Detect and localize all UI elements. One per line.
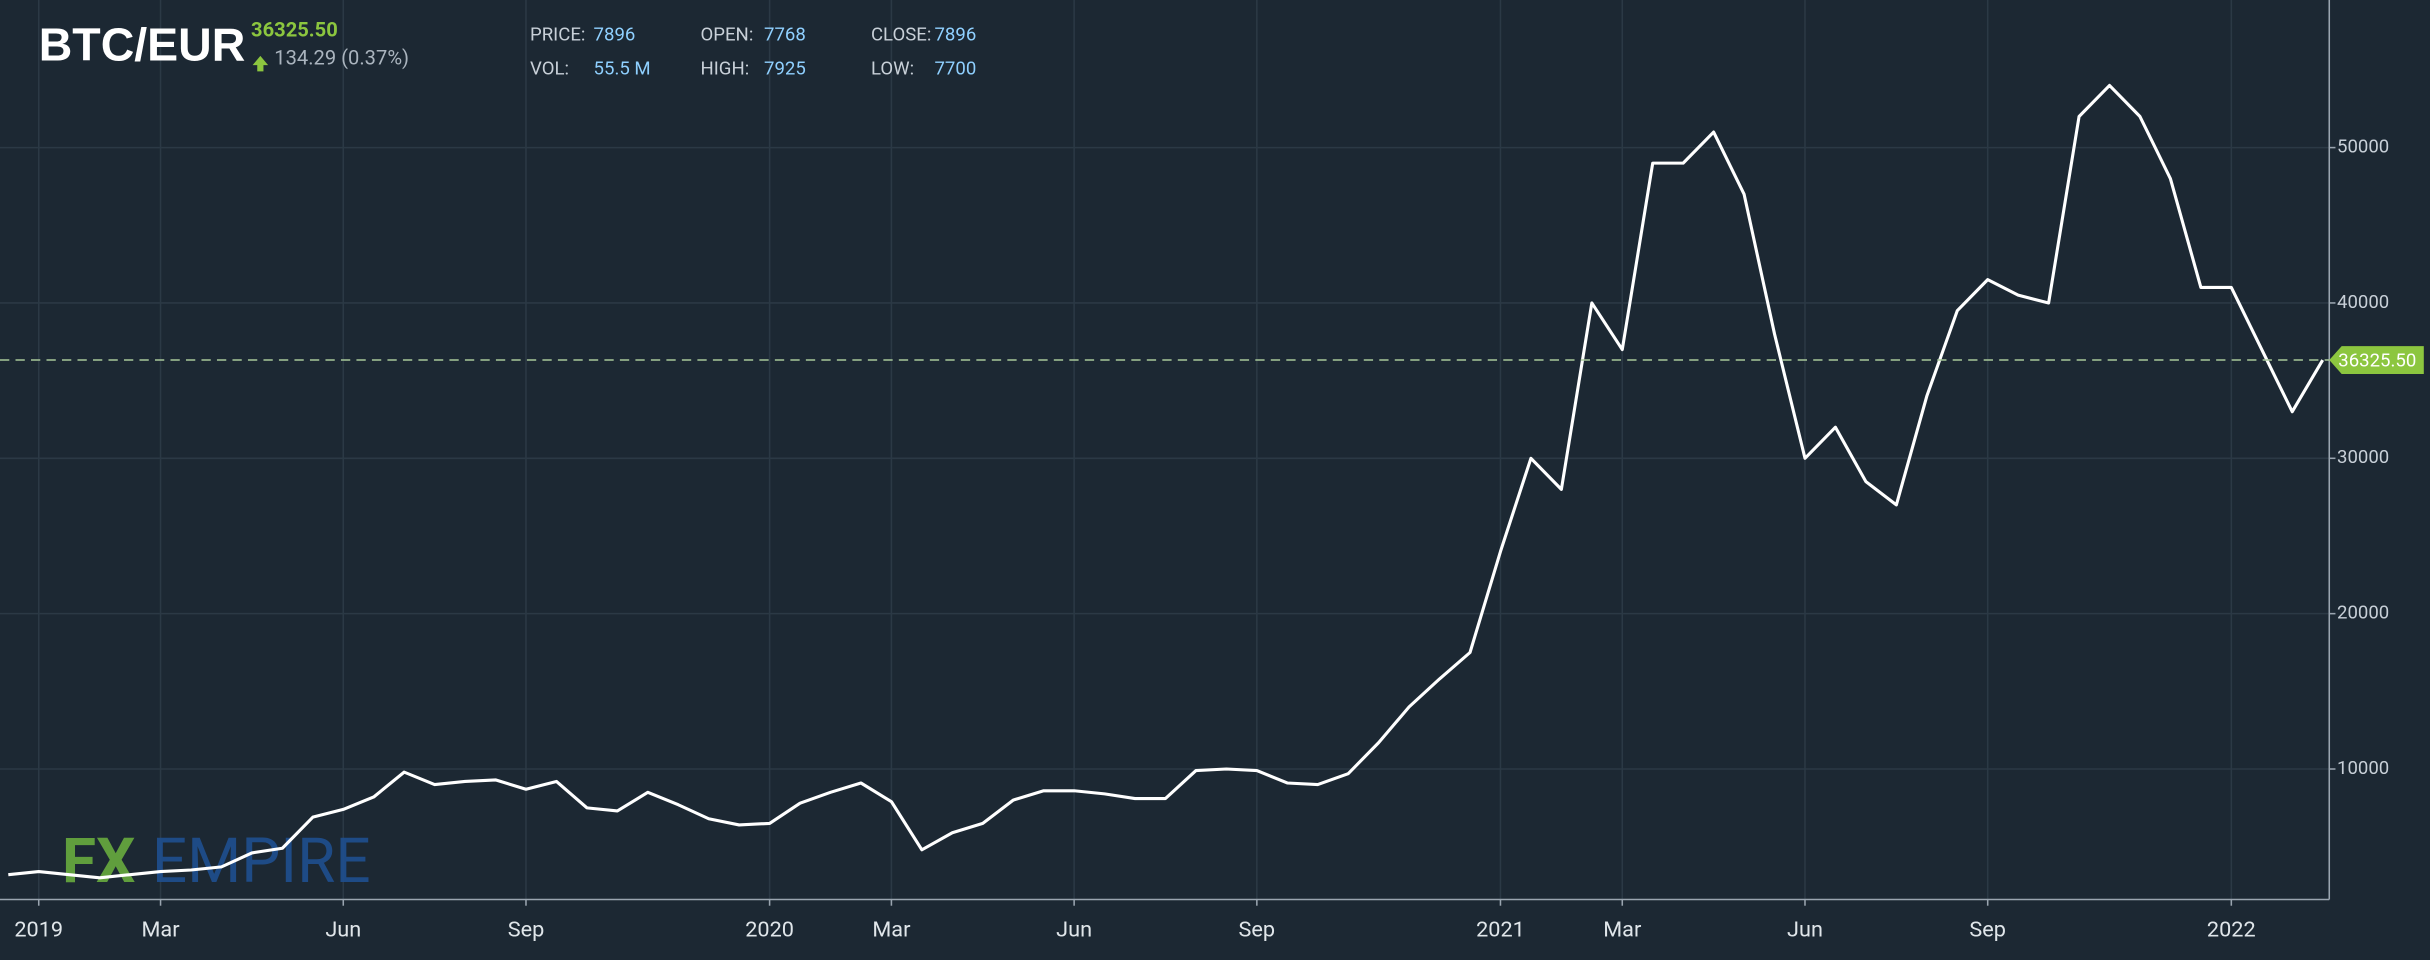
price: 36325.50 bbox=[251, 17, 338, 41]
y-tick-label: 30000 bbox=[2337, 446, 2389, 468]
stat-value: 7700 bbox=[934, 58, 976, 80]
stat-label: CLOSE: bbox=[871, 24, 931, 46]
last-price-label: 36325.50 bbox=[2338, 349, 2416, 371]
x-tick-label: 2021 bbox=[1476, 917, 1525, 942]
y-tick-label: 20000 bbox=[2337, 602, 2389, 624]
stat-label: PRICE: bbox=[530, 24, 585, 46]
x-tick-label: Jun bbox=[1787, 917, 1823, 942]
up-arrow bbox=[252, 55, 269, 72]
x-tick-label: 2022 bbox=[2207, 917, 2256, 942]
logo-fx: FX bbox=[62, 825, 135, 898]
x-tick-label: 2020 bbox=[745, 917, 794, 942]
x-tick-label: Sep bbox=[508, 917, 545, 942]
stat-value: 7896 bbox=[594, 24, 636, 46]
y-tick-label: 40000 bbox=[2337, 291, 2389, 313]
stat-label: VOL: bbox=[530, 58, 569, 80]
x-tick-label: Jun bbox=[325, 917, 361, 942]
x-tick-label: 2019 bbox=[14, 917, 63, 942]
stat-value: 7925 bbox=[764, 58, 806, 80]
change: 134.29 (0.37%) bbox=[274, 45, 409, 69]
x-tick-label: Jun bbox=[1056, 917, 1092, 942]
y-tick-label: 50000 bbox=[2337, 135, 2389, 157]
symbol: BTC/EUR bbox=[39, 18, 246, 70]
stat-label: LOW: bbox=[871, 58, 914, 80]
y-tick-label: 10000 bbox=[2337, 757, 2389, 779]
last-price-tag bbox=[2329, 346, 2424, 374]
price-line bbox=[8, 83, 2325, 880]
stat-label: HIGH: bbox=[700, 58, 749, 80]
stat-value: 7896 bbox=[934, 24, 976, 46]
stat-label: OPEN: bbox=[700, 24, 753, 46]
x-tick-label: Mar bbox=[1603, 917, 1642, 942]
x-tick-label: Mar bbox=[142, 917, 181, 942]
x-tick-label: Sep bbox=[1969, 917, 2006, 942]
x-tick-label: Sep bbox=[1239, 917, 1276, 942]
x-tick-label: Mar bbox=[872, 917, 911, 942]
stat-value: 7768 bbox=[764, 24, 806, 46]
stat-value: 55.5 M bbox=[594, 58, 651, 80]
grid bbox=[0, 0, 2330, 900]
logo-empire: EMPIRE bbox=[152, 825, 371, 898]
